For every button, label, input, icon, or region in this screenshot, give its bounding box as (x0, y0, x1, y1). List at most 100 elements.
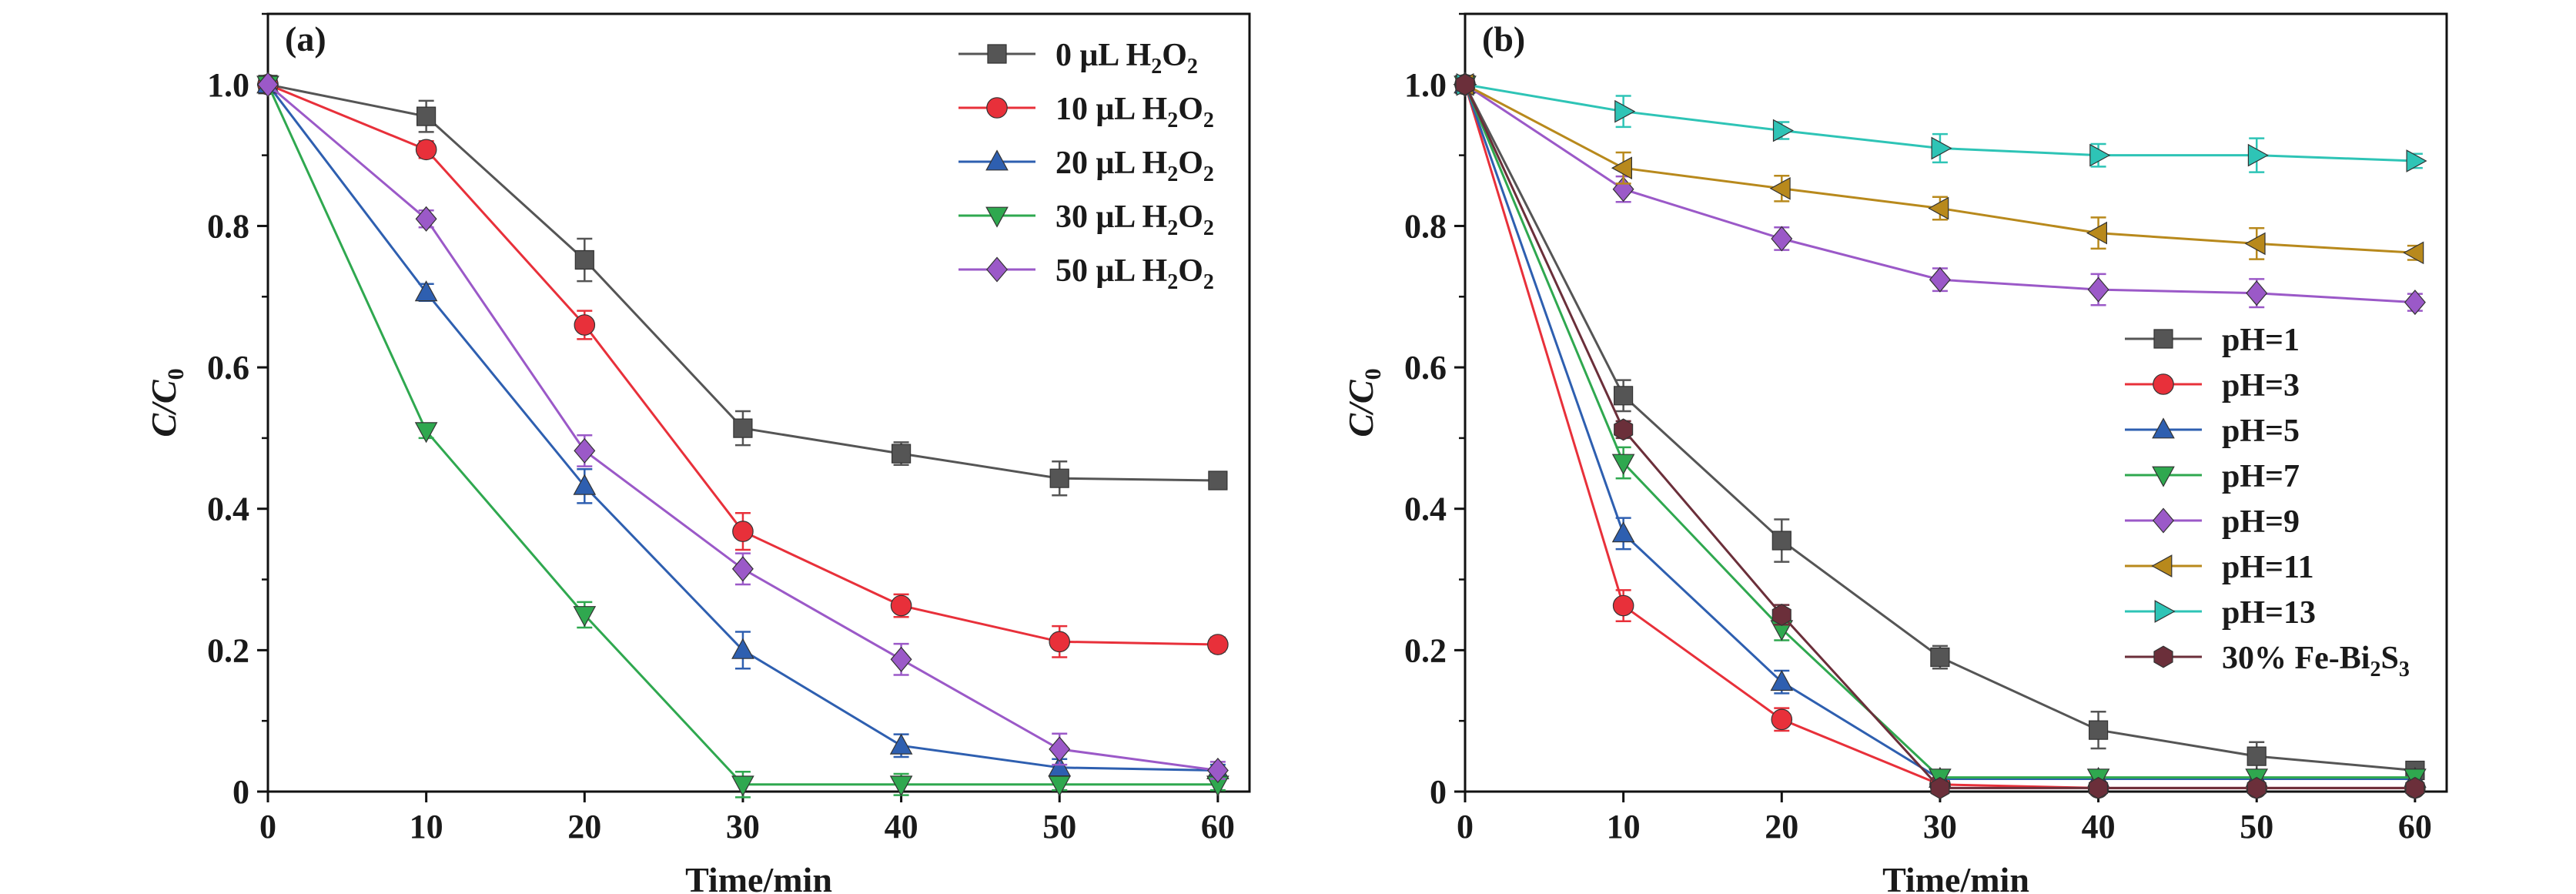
legend-marker (986, 256, 1008, 283)
data-point (892, 444, 912, 464)
data-point (1614, 386, 1634, 406)
data-point (415, 139, 437, 161)
x-tick-label: 30 (726, 808, 760, 845)
series-4 (257, 72, 1229, 784)
data-point (1611, 521, 1635, 543)
data-point (1611, 156, 1632, 180)
y-tick-label: 0 (1430, 773, 1447, 811)
legend-label: pH=7 (2222, 459, 2300, 494)
data-point (1769, 176, 1791, 200)
legend-marker (986, 97, 1008, 119)
data-point (731, 775, 754, 797)
series-5 (1453, 72, 2424, 265)
legend-marker (2153, 507, 2174, 534)
data-point (890, 646, 912, 672)
legend-marker (2153, 329, 2173, 349)
data-point (1930, 776, 1950, 799)
x-tick-label: 50 (1042, 808, 1076, 845)
data-point (573, 474, 597, 495)
data-point (2086, 221, 2107, 245)
data-point (2406, 149, 2427, 172)
data-point (1207, 634, 1229, 655)
data-point (1928, 196, 1949, 220)
data-point (1771, 708, 1793, 731)
x-tick-label: 0 (259, 808, 276, 845)
data-point (1614, 99, 1636, 123)
legend-marker (2153, 373, 2174, 395)
data-point (1771, 531, 1791, 551)
data-point (1614, 418, 1634, 441)
data-point (414, 280, 438, 302)
data-point (1611, 454, 1635, 475)
legend-label: pH=5 (2222, 414, 2300, 449)
data-point (2244, 232, 2266, 256)
data-point (2087, 276, 2109, 303)
legend-label: 10 μL H2O2​ (1055, 92, 1214, 132)
legend-label: 30% Fe-Bi2S3​ (2222, 641, 2410, 681)
legend-label: pH=13 (2222, 595, 2316, 631)
x-tick-label: 20 (567, 808, 601, 845)
data-point (889, 775, 913, 797)
data-point (1771, 226, 1793, 252)
x-tick-label: 40 (2082, 808, 2116, 845)
panel-b-chart: 0 10 20 30 40 50 60 0 0.2 0.4 0.6 0.8 1.0 Time/min C/C… (1341, 12, 2448, 894)
data-point (574, 249, 594, 270)
data-point (574, 437, 596, 464)
series-7 (1455, 73, 2425, 799)
y-tick-label: 0.2 (1404, 631, 1447, 669)
plot-frame (1464, 12, 2448, 793)
legend-marker (985, 149, 1009, 171)
data-point (2246, 280, 2268, 306)
legend-label: 0 μL H2O2​ (1055, 38, 1198, 79)
data-point (889, 733, 913, 755)
panel-label: (a) (285, 19, 326, 59)
data-point (1455, 73, 1475, 96)
data-point (2405, 776, 2425, 799)
data-point (1048, 775, 1072, 797)
data-point (417, 106, 437, 126)
legend-marker (2153, 645, 2173, 668)
x-tick-label: 20 (1765, 808, 1798, 845)
x-tick-label: 10 (1607, 808, 1641, 845)
y-tick-label: 0.4 (1404, 491, 1447, 528)
legend-marker (985, 206, 1009, 228)
legend-label: pH=3 (2222, 368, 2300, 403)
data-point (2403, 241, 2424, 265)
data-point (1931, 136, 1952, 160)
x-tick-label: 30 (1923, 808, 1957, 845)
legend-label: pH=9 (2222, 504, 2300, 540)
data-point (2247, 143, 2269, 167)
data-point (574, 314, 596, 336)
y-axis-title: C/C0 (1341, 368, 1386, 437)
y-tick-label: 0.2 (207, 631, 249, 669)
x-tick-label: 60 (2398, 808, 2432, 845)
data-point (414, 422, 438, 444)
data-point (733, 418, 753, 438)
panel-a-chart: 0 10 20 30 40 50 60 0 0.2 0.4 0.6 0.8 1.0 Time/min C/C… (144, 12, 1251, 894)
legend-label: pH=11 (2222, 550, 2314, 585)
y-tick-label: 1.0 (207, 66, 249, 104)
series-6 (1456, 72, 2427, 173)
data-point (257, 72, 279, 98)
data-point (1049, 468, 1069, 488)
data-point (1929, 266, 1951, 293)
x-axis-title: Time/min (1882, 860, 2029, 894)
legend-marker (2154, 600, 2176, 623)
legend-marker (987, 44, 1007, 64)
legend-label: pH=1 (2222, 323, 2300, 358)
y-tick-label: 0.6 (207, 349, 249, 387)
y-tick-label: 0.6 (1404, 349, 1447, 387)
data-point (1049, 631, 1071, 653)
x-tick-label: 50 (2240, 808, 2273, 845)
y-tick-label: 0.4 (207, 491, 249, 528)
data-point (1612, 594, 1634, 617)
x-tick-label: 40 (885, 808, 918, 845)
x-axis-title: Time/min (685, 860, 832, 894)
legend-marker (2152, 466, 2175, 487)
data-point (1208, 470, 1228, 491)
plot-frame (266, 12, 1251, 793)
legend-marker (2152, 417, 2175, 439)
data-point (2246, 776, 2267, 799)
legend-label: 30 μL H2O2​ (1055, 199, 1214, 240)
